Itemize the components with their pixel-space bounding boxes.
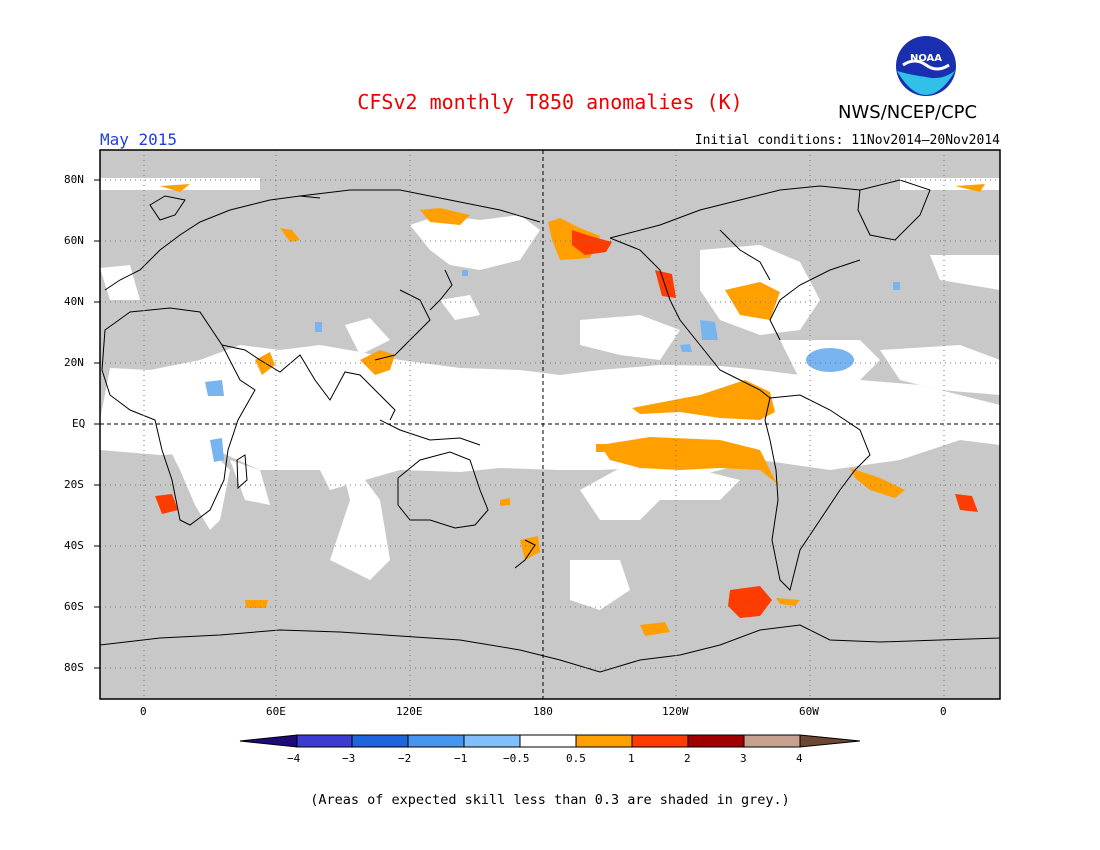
colorbar-tick-label: −2 <box>398 752 412 765</box>
lon-label: 180 <box>533 705 553 718</box>
skill-footnote: (Areas of expected skill less than 0.3 a… <box>310 792 790 808</box>
lon-label: 60E <box>266 705 286 718</box>
organization-label: NWS/NCEP/CPC <box>838 102 978 123</box>
colorbar-tick-label: 1 <box>628 752 635 765</box>
lon-label: 0 <box>140 705 147 718</box>
lat-label: 80S <box>64 661 84 674</box>
lat-label: 40S <box>64 539 84 552</box>
lon-label: 0 <box>940 705 947 718</box>
lon-label: 120E <box>396 705 423 718</box>
colorbar-arrow-left <box>239 734 298 748</box>
colorbar <box>239 734 861 748</box>
lat-ticks <box>94 179 100 669</box>
svg-text:NOAA: NOAA <box>910 53 942 64</box>
lon-label: 60W <box>799 705 819 718</box>
lat-label: 80N <box>64 173 84 186</box>
colorbar-tick-label: −3 <box>342 752 356 765</box>
colorbar-tick-label: −0.5 <box>503 752 530 765</box>
coastlines <box>99 179 1001 673</box>
skill-regions <box>100 178 1000 610</box>
colorbar-tick-label: 0.5 <box>566 752 586 765</box>
colorbar-tick-label: −1 <box>454 752 468 765</box>
colorbar-tick-label: 4 <box>796 752 803 765</box>
forecast-month: May 2015 <box>100 130 178 149</box>
lat-label: EQ <box>72 417 86 430</box>
lat-label: 60N <box>64 234 84 247</box>
cool-anomaly-05-1 <box>205 270 900 462</box>
equator-dateline <box>100 150 1000 699</box>
noaa-logo: NOAA <box>895 35 957 101</box>
warm-anomaly-1-2 <box>155 230 978 618</box>
colorbar-tick-label: 3 <box>740 752 747 765</box>
lat-label: 40N <box>64 295 84 308</box>
graticule <box>100 150 1000 699</box>
lat-label: 20S <box>64 478 84 491</box>
lon-label: 120W <box>662 705 689 718</box>
lat-label: 20N <box>64 356 84 369</box>
chart-title: CFSv2 monthly T850 anomalies (K) <box>357 90 743 114</box>
colorbar-arrow-right <box>799 734 861 748</box>
lat-label: 60S <box>64 600 84 613</box>
initial-conditions: Initial conditions: 11Nov2014–20Nov2014 <box>694 133 1000 148</box>
colorbar-tick-label: 2 <box>684 752 691 765</box>
colorbar-tick-label: −4 <box>287 752 301 765</box>
